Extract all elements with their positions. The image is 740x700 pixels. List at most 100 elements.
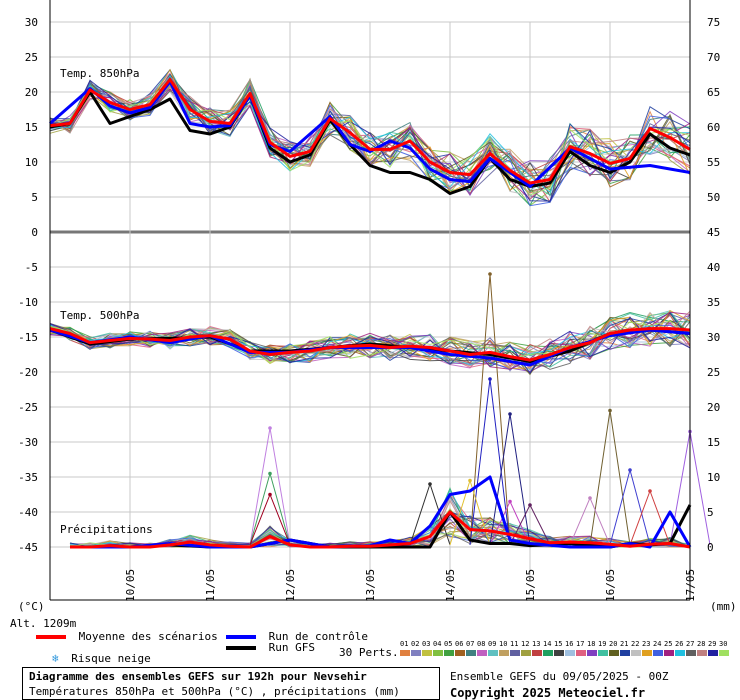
pert-swatch xyxy=(422,650,432,656)
right-tick-label: 15 xyxy=(707,436,720,449)
left-tick-label: -5 xyxy=(25,261,38,274)
left-tick-label: -35 xyxy=(18,471,38,484)
date-tick-label: 16/05 xyxy=(604,569,617,602)
pert-swatch xyxy=(686,650,696,656)
pert-number: 15 xyxy=(554,640,563,648)
left-tick-label: -15 xyxy=(18,331,38,344)
precip-spike-point xyxy=(588,496,592,500)
right-tick-label: 45 xyxy=(707,226,720,239)
member-line-t850 xyxy=(49,68,691,203)
right-unit: (mm) xyxy=(710,600,737,613)
date-tick-label: 12/05 xyxy=(284,569,297,602)
pert-number: 25 xyxy=(664,640,673,648)
left-tick-label: -40 xyxy=(18,506,38,519)
member-line-t850 xyxy=(49,68,691,196)
legend-gfs: Run GFS xyxy=(226,641,315,654)
pert-swatch xyxy=(675,650,685,656)
pert-number: 24 xyxy=(653,640,662,648)
panel-label-precip: Précipitations xyxy=(60,523,153,536)
pert-swatch xyxy=(664,650,674,656)
pert-swatch xyxy=(609,650,619,656)
left-tick-label: 0 xyxy=(31,226,38,239)
pert-number: 02 xyxy=(411,640,420,648)
pert-number: 29 xyxy=(708,640,717,648)
precip-spike-point xyxy=(508,499,512,504)
right-tick-label: 40 xyxy=(707,261,720,274)
legend-perts: 01 02 03 04 05 06 07 08 09 10 11 12 13 14 15 16 17 18 19 20… xyxy=(400,640,730,660)
left-tick-label: -45 xyxy=(18,541,38,554)
legend-control: Run de contrôle xyxy=(226,630,368,643)
pert-swatch xyxy=(697,650,707,656)
right-tick-label: 55 xyxy=(707,156,720,169)
member-line-t500 xyxy=(49,314,691,365)
snowflake-icon: ❄ xyxy=(52,652,59,665)
pert-swatch xyxy=(488,650,498,656)
footer-title: Diagramme des ensembles GEFS sur 192h po… xyxy=(29,670,367,683)
mean-line-t500 xyxy=(49,327,691,362)
pert-number: 11 xyxy=(510,640,519,648)
altitude-label: Alt. 1209m xyxy=(10,617,77,630)
mean-line-t850 xyxy=(49,77,691,185)
left-tick-label: 20 xyxy=(25,86,38,99)
main-series xyxy=(49,77,692,549)
pert-number: 01 xyxy=(400,640,409,648)
pert-number: 16 xyxy=(565,640,574,648)
date-tick-label: 15/05 xyxy=(524,569,537,602)
pert-number: 26 xyxy=(675,640,684,648)
right-tick-label: 50 xyxy=(707,191,720,204)
right-tick-label: 5 xyxy=(707,506,714,519)
precip-spike-point xyxy=(528,503,532,507)
pert-swatch xyxy=(719,650,729,656)
pert-swatch xyxy=(400,650,410,656)
legend-control-swatch xyxy=(226,635,256,639)
precip-spike-point xyxy=(268,492,272,497)
member-line-precip xyxy=(69,494,691,548)
gfs-line-t850 xyxy=(49,90,691,195)
precip-spike-line xyxy=(629,489,671,546)
footer-box: Diagramme des ensembles GEFS sur 192h po… xyxy=(22,667,440,700)
pert-number: 09 xyxy=(488,640,497,648)
pert-swatch xyxy=(466,650,476,656)
pert-number: 20 xyxy=(609,640,618,648)
left-tick-label: -25 xyxy=(18,401,38,414)
pert-swatch xyxy=(587,650,597,656)
left-tick-label: -10 xyxy=(18,296,38,309)
legend-mean: Moyenne des scénarios xyxy=(36,630,218,643)
pert-swatch xyxy=(620,650,630,656)
precip-spike-point xyxy=(268,471,272,476)
pert-swatch xyxy=(598,650,608,656)
pert-number: 18 xyxy=(587,640,596,648)
footer-subtitle: Températures 850hPa et 500hPa (°C) , pré… xyxy=(29,685,400,698)
member-line-precip xyxy=(70,492,691,548)
legend-mean-swatch xyxy=(36,635,66,639)
precip-spike-point xyxy=(488,377,492,381)
right-tick-label: 25 xyxy=(707,366,720,379)
precip-spike-point xyxy=(488,272,492,276)
legend-snow: ❄ Risque neige xyxy=(52,652,151,665)
mean-line-precip xyxy=(70,510,691,549)
pert-swatch xyxy=(653,650,663,656)
pert-number: 08 xyxy=(477,640,486,648)
legend-control-label: Run de contrôle xyxy=(268,630,368,643)
left-tick-label: 15 xyxy=(25,121,38,134)
precip-spike-line xyxy=(469,273,511,545)
left-tick-label: 30 xyxy=(25,16,38,29)
pert-swatch xyxy=(708,650,718,656)
pert-number: 17 xyxy=(576,640,585,648)
precip-spike-point xyxy=(608,408,612,413)
date-tick-label: 14/05 xyxy=(444,569,457,602)
right-tick-label: 0 xyxy=(707,541,714,554)
right-tick-label: 60 xyxy=(707,121,720,134)
right-tick-label: 70 xyxy=(707,51,720,64)
precip-spike-point xyxy=(428,482,432,486)
pert-swatch xyxy=(499,650,509,656)
pert-swatch xyxy=(477,650,487,656)
member-line-t500 xyxy=(49,320,691,364)
pert-swatch xyxy=(433,650,443,656)
legend-mean-label: Moyenne des scénarios xyxy=(78,630,218,643)
pert-number: 13 xyxy=(532,640,541,648)
legend-perts-label: 30 Perts. xyxy=(339,646,399,659)
legend-gfs-label: Run GFS xyxy=(268,641,315,654)
pert-number: 30 xyxy=(719,640,728,648)
right-tick-label: 20 xyxy=(707,401,720,414)
